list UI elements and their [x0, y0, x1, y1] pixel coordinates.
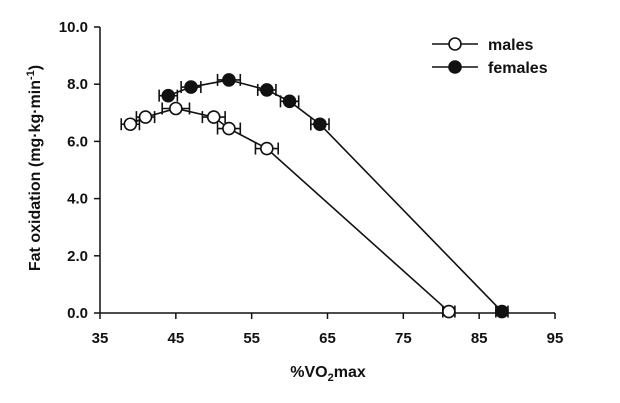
x-tick-label: 95: [547, 330, 564, 347]
series-females: [158, 73, 509, 319]
x-tick-label: 45: [167, 330, 184, 347]
data-point-females: [495, 304, 509, 319]
data-point-males: [206, 110, 221, 124]
y-tick-label: 4.0: [67, 191, 88, 208]
legend-item-females: females: [432, 60, 548, 77]
y-tick-label: 2.0: [67, 248, 88, 265]
y-tick-label: 6.0: [67, 133, 88, 150]
data-point-males: [442, 304, 456, 319]
legend: males females: [432, 37, 548, 77]
legend-item-males: males: [432, 37, 533, 54]
data-point-females: [282, 94, 297, 109]
legend-marker: [448, 37, 462, 51]
data-point-females: [313, 117, 327, 132]
legend-label: males: [488, 37, 533, 54]
series-line-males: [129, 107, 450, 313]
data-point-females: [161, 88, 176, 103]
data-point-males: [138, 110, 153, 124]
y-tick-label: 8.0: [67, 76, 88, 93]
data-point-males: [169, 101, 183, 116]
x-tick-label: 75: [395, 330, 412, 347]
legend-marker: [448, 60, 462, 74]
legend-label: females: [488, 60, 548, 77]
data-point-females: [260, 83, 274, 97]
x-tick-label: 55: [243, 330, 260, 347]
x-tick-label: 65: [319, 330, 336, 347]
y-axis-title: Fat oxidation (mg·kg·min-1): [25, 65, 44, 271]
x-tick-label: 85: [471, 330, 488, 347]
data-point-females: [222, 73, 236, 87]
y-tick-label: 10.0: [59, 19, 88, 36]
data-point-males: [222, 121, 236, 136]
data-point-males: [123, 117, 138, 132]
x-tick-label: 35: [92, 330, 109, 347]
data-point-females: [184, 80, 198, 94]
plot-area: 0.0 2.0 4.0 6.0 8.0 10.0 35 45 55 65 75 85 95: [59, 19, 564, 347]
x-axis-title: %VO2max: [290, 364, 366, 384]
series-males: [120, 101, 456, 319]
y-tick-label: 0.0: [67, 305, 88, 322]
data-point-males: [260, 141, 274, 156]
